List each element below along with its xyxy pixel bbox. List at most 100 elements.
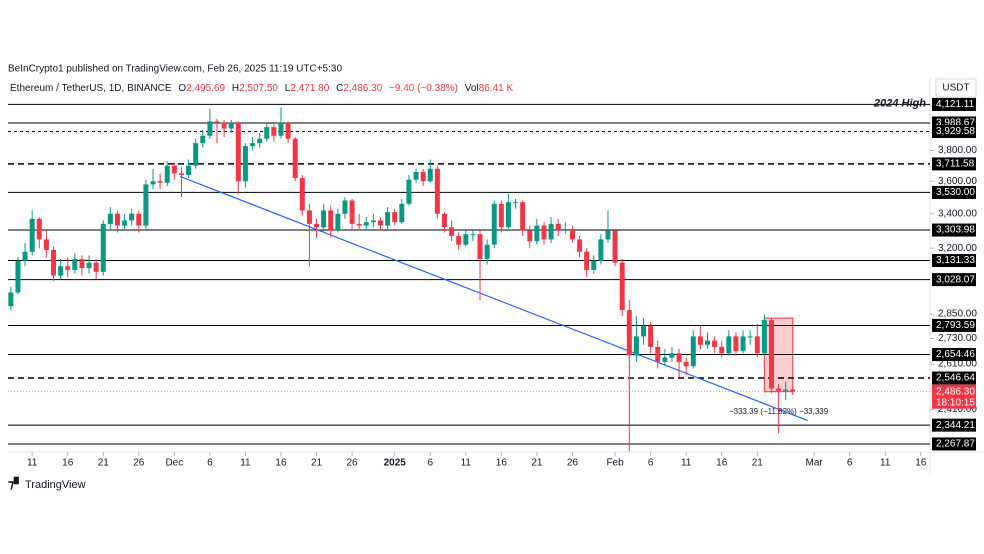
candle-body (470, 234, 476, 236)
candle-body (29, 218, 35, 252)
candle-body (178, 173, 184, 175)
level-label: 3,988.67 (936, 118, 975, 129)
candle-body (513, 202, 519, 204)
candle-body (264, 127, 270, 139)
candle-body (150, 181, 156, 185)
candle-body (370, 220, 376, 223)
candle-body (207, 121, 213, 136)
candle-body (598, 239, 604, 261)
vol-value: 86.41 K (479, 83, 514, 94)
candle-body (8, 292, 14, 307)
y-tick-label: 3,800.00 (938, 145, 977, 156)
candle-body (761, 320, 767, 354)
candle-body (363, 222, 369, 226)
x-tick-label: 16 (275, 458, 287, 469)
level-label: 3,530.00 (936, 187, 975, 198)
candle-body (719, 346, 725, 354)
candle-body (250, 143, 256, 147)
candle-body (626, 310, 632, 356)
candle-body (712, 340, 718, 347)
vol: Vol (465, 83, 479, 94)
candle-body (662, 357, 668, 362)
candle-body (520, 202, 526, 231)
candle-body (65, 266, 71, 270)
logo-mark: ⁊▘ (8, 476, 23, 491)
candle-body (733, 336, 739, 352)
currency: USDT (942, 83, 969, 94)
candle-body (449, 227, 455, 236)
candle-body (221, 122, 227, 129)
candle-body (58, 266, 64, 276)
x-tick-label: 21 (531, 458, 543, 469)
candle-body (441, 213, 447, 228)
candle-body (214, 121, 220, 123)
candle-body (420, 171, 426, 182)
l: L (285, 83, 291, 94)
candle-body (768, 320, 774, 389)
level-box (932, 185, 976, 199)
candle-body (43, 239, 49, 251)
level-label: 3,131.33 (936, 255, 975, 266)
candle-body (100, 223, 106, 272)
level-label: 2,654.46 (936, 349, 975, 360)
x-tick-label: 6 (648, 458, 654, 469)
symbol: Ethereum / TetherUS, 1D, BINANCE (10, 83, 172, 94)
y-tick-label: 2,610.00 (938, 359, 977, 370)
h: H (232, 83, 239, 94)
candle-body (477, 234, 483, 259)
level-label: 3,711.58 (936, 159, 975, 170)
x-tick-label: 16 (496, 458, 508, 469)
candle-body (569, 229, 575, 240)
c-value: 2,486.30 (343, 83, 382, 94)
x-tick-label: 11 (240, 458, 251, 469)
candle-body (193, 143, 199, 166)
countdown: 18:10:15 (936, 397, 975, 408)
candle-body (342, 200, 348, 214)
candle-body (676, 353, 682, 362)
candle-body (697, 336, 703, 345)
candle-body (541, 225, 547, 240)
trendline (179, 175, 808, 422)
candle-body (456, 235, 462, 245)
level-label: 2,344.21 (936, 420, 975, 431)
level-label: 2,793.59 (936, 320, 975, 331)
x-tick-label: 21 (98, 458, 110, 469)
x-tick-label: 16 (915, 458, 927, 469)
candle-body (377, 220, 383, 226)
candle-body (122, 220, 128, 226)
candle-body (413, 171, 419, 180)
candle-body (612, 230, 618, 263)
x-tick-label: 21 (752, 458, 764, 469)
last-price: 2,486.30 (936, 386, 975, 397)
candle-body (399, 203, 405, 223)
candle-body (157, 181, 163, 183)
c: C (336, 83, 343, 94)
candle-body (591, 260, 597, 270)
candle-body (385, 212, 391, 226)
y-tick-label: 2,410.00 (938, 404, 977, 415)
level-box (932, 418, 976, 432)
candle-body (306, 210, 312, 224)
plot (8, 103, 930, 451)
candle-body (434, 168, 440, 214)
x-tick-label: 11 (880, 458, 891, 469)
candle-body (15, 260, 21, 293)
level-label: 2,267.87 (936, 439, 975, 450)
level-label: 3,303.98 (936, 225, 975, 236)
candle-body (648, 326, 654, 347)
level-box (932, 371, 976, 385)
y-tick-label: 3,200.00 (938, 243, 977, 254)
candle-body (321, 210, 327, 228)
candle-body (747, 336, 753, 338)
l-value: 2,471.80 (290, 83, 329, 94)
o-value: 2,495.69 (186, 83, 225, 94)
candle-body (349, 200, 355, 224)
candle-body (72, 258, 78, 270)
candle-body (186, 165, 192, 175)
currency-box (935, 78, 977, 98)
x-tick-label: 16 (716, 458, 728, 469)
level-box (932, 347, 976, 361)
candle-body (683, 361, 689, 367)
candle-body (463, 234, 469, 245)
candle-body (605, 230, 611, 240)
